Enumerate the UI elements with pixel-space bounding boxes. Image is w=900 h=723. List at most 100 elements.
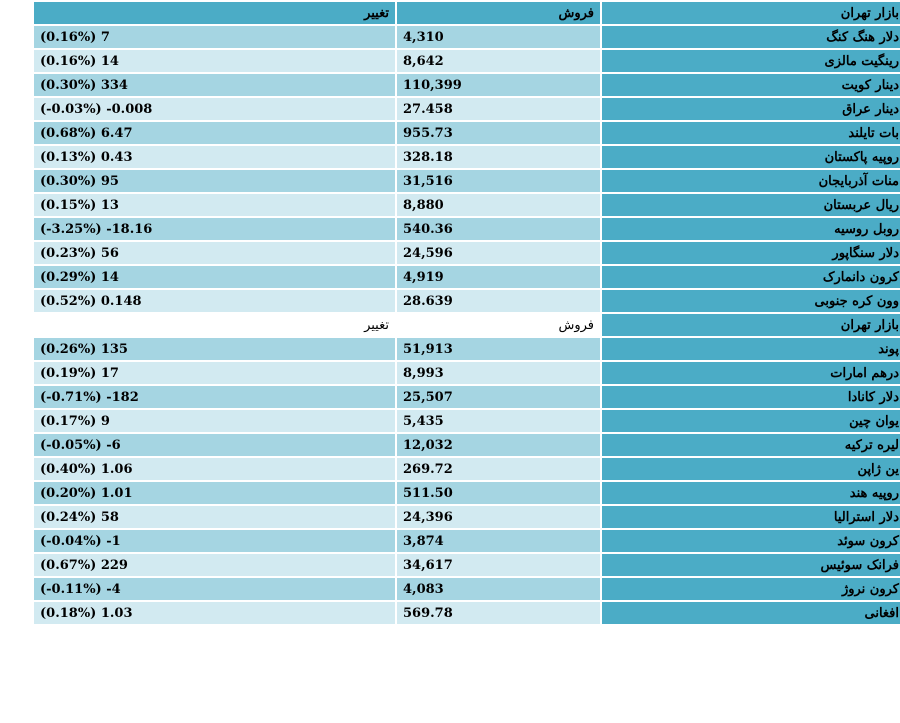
price-change: (0.29%) 14 xyxy=(32,264,397,290)
currency-name: دینار کویت xyxy=(600,72,900,98)
sell-price: 3,874 xyxy=(395,528,602,554)
table-row: لیره ترکیه 12,032 (-0.05%) -6 xyxy=(32,432,900,458)
sell-price: 540.36 xyxy=(395,216,602,242)
price-change: (0.52%) 0.148 xyxy=(32,288,397,314)
sell-price: 4,083 xyxy=(395,576,602,602)
table-row: روبل روسیه 540.36 (-3.25%) -18.16 xyxy=(32,216,900,242)
price-change: (0.16%) 14 xyxy=(32,48,397,74)
sell-price: 328.18 xyxy=(395,144,602,170)
currency-name: دینار عراق xyxy=(600,96,900,122)
table-row: دینار کویت 110,399 (0.30%) 334 xyxy=(32,72,900,98)
table-row: درهم امارات 8,993 (0.19%) 17 xyxy=(32,360,900,386)
currency-name: کرون دانمارک xyxy=(600,264,900,290)
price-change: (0.16%) 7 xyxy=(32,24,397,50)
price-change: (0.20%) 1.01 xyxy=(32,480,397,506)
sell-price: 25,507 xyxy=(395,384,602,410)
sell-price: 269.72 xyxy=(395,456,602,482)
table-subheader-row: بازار تهران فروش تغییر xyxy=(32,312,900,338)
sell-price: 955.73 xyxy=(395,120,602,146)
table-row: دلار هنگ کنگ 4,310 (0.16%) 7 xyxy=(32,24,900,50)
currency-table: بازار تهران فروش تغییر دلار هنگ کنگ 4,310… xyxy=(32,0,900,626)
currency-name: لیره ترکیه xyxy=(600,432,900,458)
sell-price: 569.78 xyxy=(395,600,602,626)
table-row: ین ژاپن 269.72 (0.40%) 1.06 xyxy=(32,456,900,482)
table-row: افغانی 569.78 (0.18%) 1.03 xyxy=(32,600,900,626)
sell-price: 8,642 xyxy=(395,48,602,74)
price-change: (0.19%) 17 xyxy=(32,360,397,386)
sell-price: 34,617 xyxy=(395,552,602,578)
subheader-change: تغییر xyxy=(32,312,397,338)
table-row: دلار استرالیا 24,396 (0.24%) 58 xyxy=(32,504,900,530)
currency-name: دلار کانادا xyxy=(600,384,900,410)
price-change: (-0.05%) -6 xyxy=(32,432,397,458)
currency-name: کرون سوئد xyxy=(600,528,900,554)
table-row: ریال عربستان 8,880 (0.15%) 13 xyxy=(32,192,900,218)
sell-price: 8,993 xyxy=(395,360,602,386)
table-row: منات آذربایجان 31,516 (0.30%) 95 xyxy=(32,168,900,194)
table-row: یوان چین 5,435 (0.17%) 9 xyxy=(32,408,900,434)
sell-price: 4,310 xyxy=(395,24,602,50)
sell-price: 511.50 xyxy=(395,480,602,506)
table-row: پوند 51,913 (0.26%) 135 xyxy=(32,336,900,362)
price-change: (0.23%) 56 xyxy=(32,240,397,266)
price-change: (0.26%) 135 xyxy=(32,336,397,362)
sell-price: 24,396 xyxy=(395,504,602,530)
currency-name: وون کره جنوبی xyxy=(600,288,900,314)
currency-name: روبل روسیه xyxy=(600,216,900,242)
currency-name: دلار سنگاپور xyxy=(600,240,900,266)
price-change: (0.24%) 58 xyxy=(32,504,397,530)
price-change: (0.17%) 9 xyxy=(32,408,397,434)
table-row: وون کره جنوبی 28.639 (0.52%) 0.148 xyxy=(32,288,900,314)
table-header-row: بازار تهران فروش تغییر xyxy=(32,0,900,26)
table-row: کرون سوئد 3,874 (-0.04%) -1 xyxy=(32,528,900,554)
currency-name: پوند xyxy=(600,336,900,362)
sell-price: 12,032 xyxy=(395,432,602,458)
table-row: کرون نروژ 4,083 (-0.11%) -4 xyxy=(32,576,900,602)
sell-price: 24,596 xyxy=(395,240,602,266)
table-row: کرون دانمارک 4,919 (0.29%) 14 xyxy=(32,264,900,290)
price-change: (0.30%) 95 xyxy=(32,168,397,194)
column-header-change: تغییر xyxy=(32,0,397,26)
currency-name: منات آذربایجان xyxy=(600,168,900,194)
currency-name: درهم امارات xyxy=(600,360,900,386)
price-change: (0.68%) 6.47 xyxy=(32,120,397,146)
currency-name: ریال عربستان xyxy=(600,192,900,218)
price-change: (-3.25%) -18.16 xyxy=(32,216,397,242)
sell-price: 8,880 xyxy=(395,192,602,218)
price-change: (-0.03%) -0.008 xyxy=(32,96,397,122)
price-change: (0.13%) 0.43 xyxy=(32,144,397,170)
currency-name: بات تایلند xyxy=(600,120,900,146)
sell-price: 5,435 xyxy=(395,408,602,434)
price-change: (0.15%) 13 xyxy=(32,192,397,218)
table-row: رینگیت مالزی 8,642 (0.16%) 14 xyxy=(32,48,900,74)
sell-price: 51,913 xyxy=(395,336,602,362)
price-change: (0.40%) 1.06 xyxy=(32,456,397,482)
table-row: بات تایلند 955.73 (0.68%) 6.47 xyxy=(32,120,900,146)
table-row: فرانک سوئیس 34,617 (0.67%) 229 xyxy=(32,552,900,578)
subheader-market: بازار تهران xyxy=(600,312,900,338)
currency-name: روپیه هند xyxy=(600,480,900,506)
currency-name: رینگیت مالزی xyxy=(600,48,900,74)
sell-price: 4,919 xyxy=(395,264,602,290)
subheader-sell: فروش xyxy=(395,312,602,338)
currency-name: روپیه پاکستان xyxy=(600,144,900,170)
currency-name: افغانی xyxy=(600,600,900,626)
currency-name: ین ژاپن xyxy=(600,456,900,482)
price-change: (0.18%) 1.03 xyxy=(32,600,397,626)
sell-price: 110,399 xyxy=(395,72,602,98)
table-row: دینار عراق 27.458 (-0.03%) -0.008 xyxy=(32,96,900,122)
table-row: روپیه پاکستان 328.18 (0.13%) 0.43 xyxy=(32,144,900,170)
sell-price: 28.639 xyxy=(395,288,602,314)
table-row: دلار کانادا 25,507 (-0.71%) -182 xyxy=(32,384,900,410)
sell-price: 31,516 xyxy=(395,168,602,194)
currency-name: دلار هنگ کنگ xyxy=(600,24,900,50)
price-change: (-0.11%) -4 xyxy=(32,576,397,602)
table-row: دلار سنگاپور 24,596 (0.23%) 56 xyxy=(32,240,900,266)
sell-price: 27.458 xyxy=(395,96,602,122)
currency-name: یوان چین xyxy=(600,408,900,434)
currency-name: دلار استرالیا xyxy=(600,504,900,530)
price-change: (-0.04%) -1 xyxy=(32,528,397,554)
currency-name: فرانک سوئیس xyxy=(600,552,900,578)
price-change: (0.30%) 334 xyxy=(32,72,397,98)
currency-name: کرون نروژ xyxy=(600,576,900,602)
